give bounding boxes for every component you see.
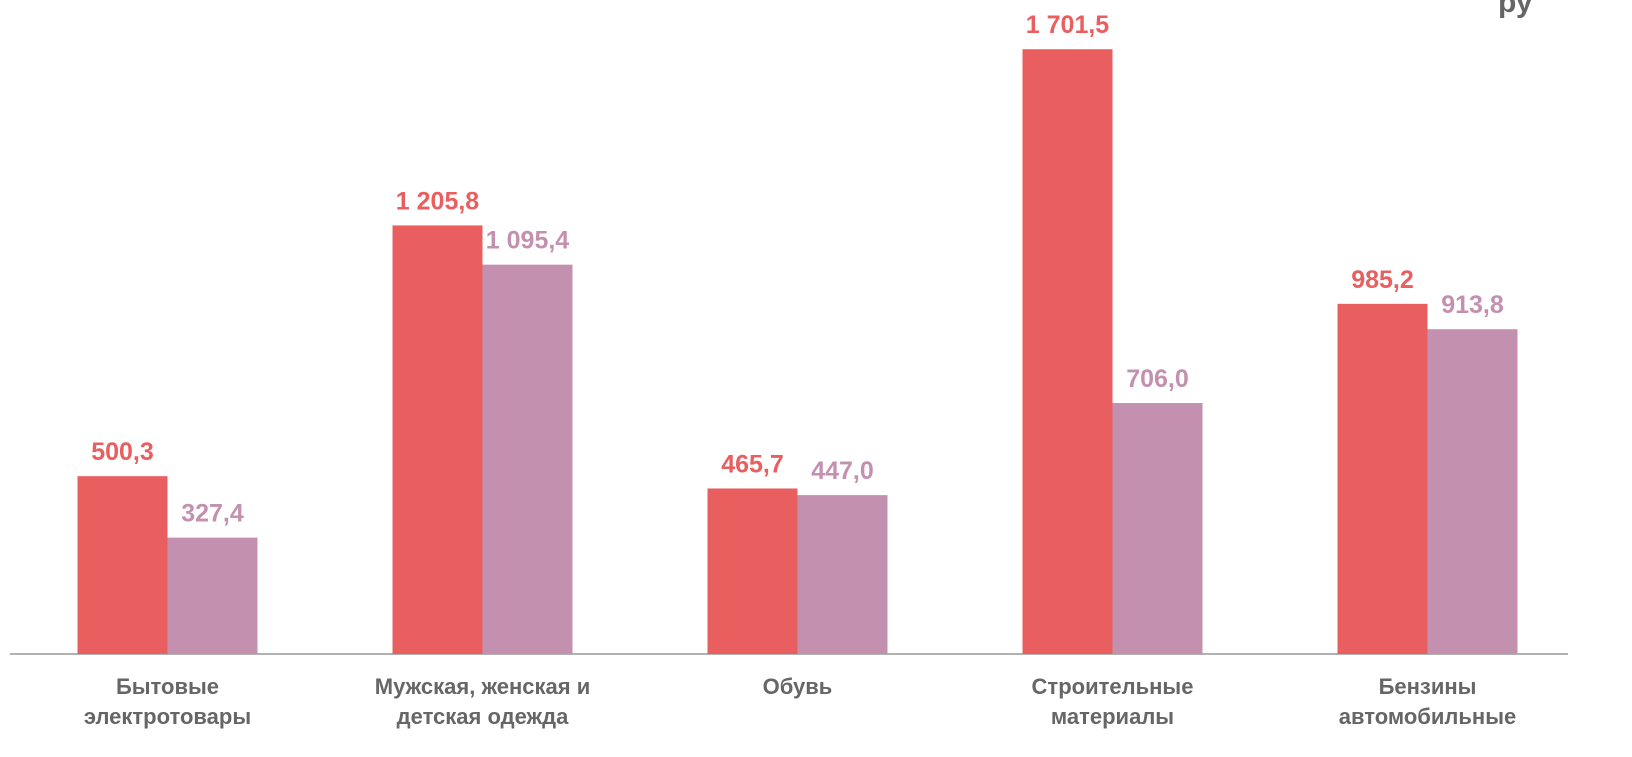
value-label: 327,4 xyxy=(181,500,244,528)
value-label: 706,0 xyxy=(1126,365,1189,393)
x-tick-label: Бытовые электротовары xyxy=(83,674,252,729)
value-label: 985,2 xyxy=(1351,266,1414,294)
bar xyxy=(392,225,483,654)
bar xyxy=(707,488,798,654)
x-tick-label: Бензины автомобильные xyxy=(1338,674,1517,729)
value-label: 1 205,8 xyxy=(396,187,480,215)
value-label: 1 701,5 xyxy=(1026,11,1110,39)
value-label: 500,3 xyxy=(91,438,154,466)
bar xyxy=(1022,49,1113,654)
value-label: 465,7 xyxy=(721,450,784,478)
bar xyxy=(1337,303,1428,654)
bar xyxy=(1427,329,1518,654)
bar xyxy=(797,495,888,654)
value-label: 913,8 xyxy=(1441,291,1504,319)
x-tick-label: Мужская, женская и детская одежда xyxy=(374,674,591,729)
value-label: 1 095,4 xyxy=(486,227,570,255)
bar xyxy=(482,264,573,654)
bar xyxy=(77,476,168,654)
x-tick-label: Обувь xyxy=(762,674,833,699)
value-label: 447,0 xyxy=(811,457,874,485)
bar xyxy=(167,537,258,654)
annotation: ру xyxy=(1498,0,1533,19)
bar xyxy=(1112,403,1203,654)
x-tick-label: Строительные материалы xyxy=(1031,674,1194,729)
